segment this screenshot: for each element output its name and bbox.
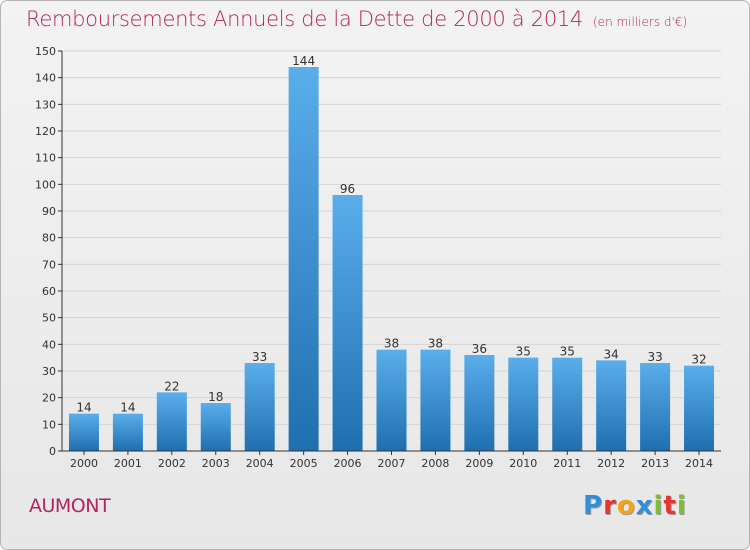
data-label: 38	[428, 337, 443, 351]
logo-letter: P	[583, 491, 604, 521]
y-tick-label: 70	[42, 258, 56, 271]
bar-2014	[684, 365, 715, 451]
bar-2000	[68, 413, 99, 451]
bar-2013	[640, 363, 671, 451]
bar-2002	[156, 392, 187, 451]
bar-2006	[332, 195, 363, 451]
data-label: 14	[76, 401, 91, 415]
logo-letter: i	[676, 491, 687, 521]
data-label: 33	[647, 350, 662, 364]
x-tick-label: 2013	[641, 457, 669, 470]
x-tick-label: 2000	[70, 457, 98, 470]
x-tick-label: 2009	[465, 457, 493, 470]
data-label: 36	[472, 342, 487, 356]
bar-2003	[200, 403, 231, 451]
x-tick-label: 2001	[114, 457, 142, 470]
x-tick-label: 2007	[378, 457, 406, 470]
y-tick-labels: 0 10 20 30 40 50 60 70 80 90 100 110 120 130 140 150	[35, 45, 56, 458]
x-tick-label: 2010	[509, 457, 537, 470]
x-tick-label: 2002	[158, 457, 186, 470]
logo-letter: r	[603, 491, 617, 521]
y-tick-label: 40	[42, 338, 56, 351]
logo-letter: t	[663, 491, 677, 521]
bar-2011	[552, 357, 583, 451]
bar-2009	[464, 355, 495, 451]
bar-2010	[508, 357, 539, 451]
data-label: 18	[208, 390, 223, 404]
chart-title: Remboursements Annuels de la Dette de 20…	[26, 7, 726, 37]
chart-subtitle: (en milliers d'€)	[593, 15, 688, 29]
data-label: 32	[691, 353, 706, 367]
data-label: 14	[120, 401, 135, 415]
bar-2008	[420, 349, 451, 451]
x-tick-label: 2014	[685, 457, 713, 470]
bars	[68, 67, 715, 451]
x-tick-label: 2012	[597, 457, 625, 470]
bar-2012	[596, 360, 627, 451]
y-tick-label: 10	[42, 418, 56, 431]
data-label: 34	[604, 347, 619, 361]
data-label: 35	[516, 345, 531, 359]
data-label: 96	[340, 182, 355, 196]
data-label: 38	[384, 337, 399, 351]
logo-letter: i	[653, 491, 664, 521]
y-tick-label: 100	[35, 178, 56, 191]
y-tick-label: 20	[42, 392, 56, 405]
y-tick-label: 140	[35, 72, 56, 85]
x-tick-label: 2003	[202, 457, 230, 470]
y-tick-label: 50	[42, 312, 56, 325]
y-tick-label: 0	[49, 445, 56, 458]
proxiti-logo: Proxiti	[583, 491, 703, 525]
x-tick-label: 2006	[334, 457, 362, 470]
y-tick-label: 90	[42, 205, 56, 218]
x-tick-labels: 2000 2001 2002 2003 2004 2005 2006 2007 2008 2009…	[70, 451, 713, 470]
data-labels: 14 14 22 18 33 144 96 38 38 36 35 35 34 33 32	[76, 54, 706, 415]
chart-title-text: Remboursements Annuels de la Dette de 20…	[26, 7, 583, 31]
y-tick-label: 120	[35, 125, 56, 138]
x-tick-label: 2005	[290, 457, 318, 470]
y-tick-label: 130	[35, 98, 56, 111]
commune-name: AUMONT	[29, 495, 111, 517]
bar-2007	[376, 349, 407, 451]
y-tick-label: 150	[35, 45, 56, 58]
bar-2004	[244, 363, 275, 451]
bar-2005	[288, 67, 319, 451]
x-tick-label: 2004	[246, 457, 274, 470]
data-label: 144	[292, 54, 315, 68]
y-tick-label: 110	[35, 152, 56, 165]
x-tick-label: 2011	[553, 457, 581, 470]
y-tick-label: 60	[42, 285, 56, 298]
bar-2001	[112, 413, 143, 451]
logo-letter: o	[616, 491, 636, 521]
logo-letter: x	[635, 491, 654, 521]
data-label: 33	[252, 350, 267, 364]
y-tick-label: 80	[42, 232, 56, 245]
y-tick-label: 30	[42, 365, 56, 378]
data-label: 35	[560, 345, 575, 359]
data-label: 22	[164, 379, 179, 393]
x-tick-label: 2008	[421, 457, 449, 470]
